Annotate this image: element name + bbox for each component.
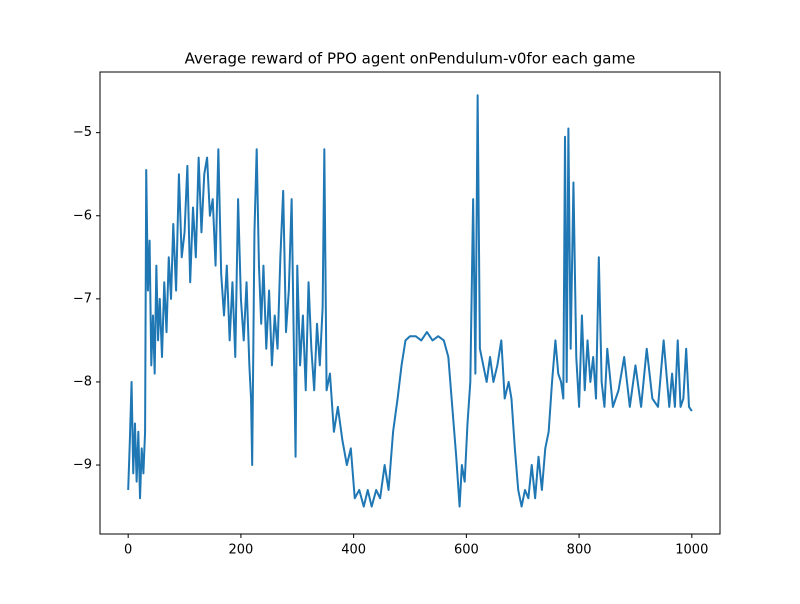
x-tick-label: 800 <box>567 543 592 558</box>
chart-title: Average reward of PPO agent onPendulum-v… <box>185 50 636 68</box>
x-tick-label: 1000 <box>675 543 708 558</box>
y-tick-label: −8 <box>73 374 92 389</box>
y-tick-label: −9 <box>73 458 92 473</box>
line <box>127 94 693 508</box>
x-tick-label: 600 <box>454 543 479 558</box>
x-tick-label: 200 <box>228 543 253 558</box>
y-tick-label: −7 <box>73 291 92 306</box>
y-tick-label: −5 <box>73 125 92 140</box>
y-tick-label: −6 <box>73 208 92 223</box>
plot-frame <box>99 71 721 535</box>
x-tick-label: 400 <box>341 543 366 558</box>
x-tick-label: 0 <box>124 543 132 558</box>
